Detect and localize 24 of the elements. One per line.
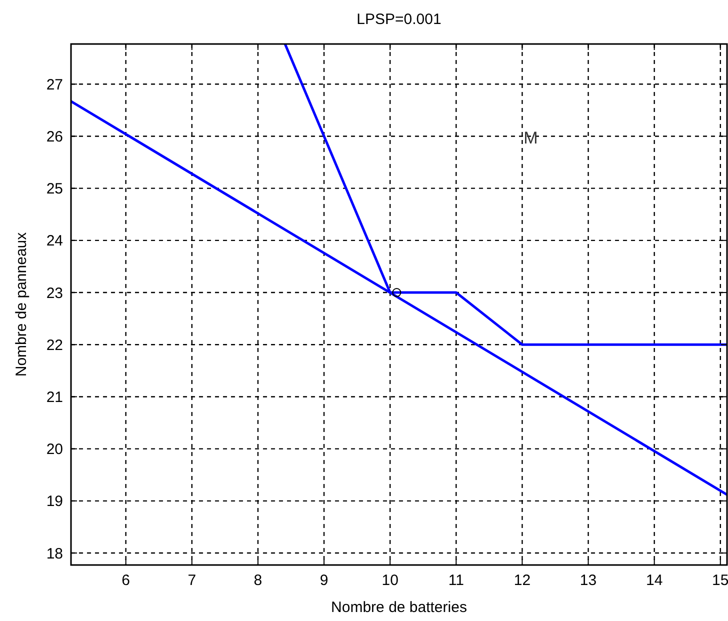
- x-tick-label: 13: [580, 572, 597, 589]
- x-tick-label: 14: [646, 572, 663, 589]
- y-tick-label: 27: [46, 76, 63, 94]
- y-tick-label: 21: [46, 388, 63, 406]
- y-tick-label: 26: [46, 128, 63, 146]
- y-tick-label: 23: [46, 284, 63, 302]
- y-tick-label: 19: [46, 493, 63, 510]
- x-tick-label: 15: [712, 572, 728, 589]
- x-tick-label: 10: [382, 572, 398, 589]
- y-tick-label: 20: [46, 441, 63, 458]
- x-tick-label: 11: [448, 572, 464, 589]
- x-tick-label: 9: [320, 572, 328, 589]
- y-tick-label: 18: [46, 545, 63, 562]
- x-tick-label: 8: [254, 572, 262, 589]
- annotation: M: [524, 128, 538, 148]
- y-tick-label: 24: [46, 232, 63, 250]
- x-tick-label: 7: [188, 572, 196, 589]
- x-tick-label: 6: [122, 572, 130, 589]
- x-axis-title: Nombre de batteries: [331, 599, 467, 616]
- y-axis-title: Nombre de panneaux: [13, 232, 30, 377]
- y-tick-label: 22: [46, 336, 63, 354]
- y-tick-label: 25: [46, 180, 63, 198]
- x-tick-label: 12: [514, 572, 531, 589]
- chart-title: LPSP=0.001: [356, 11, 442, 28]
